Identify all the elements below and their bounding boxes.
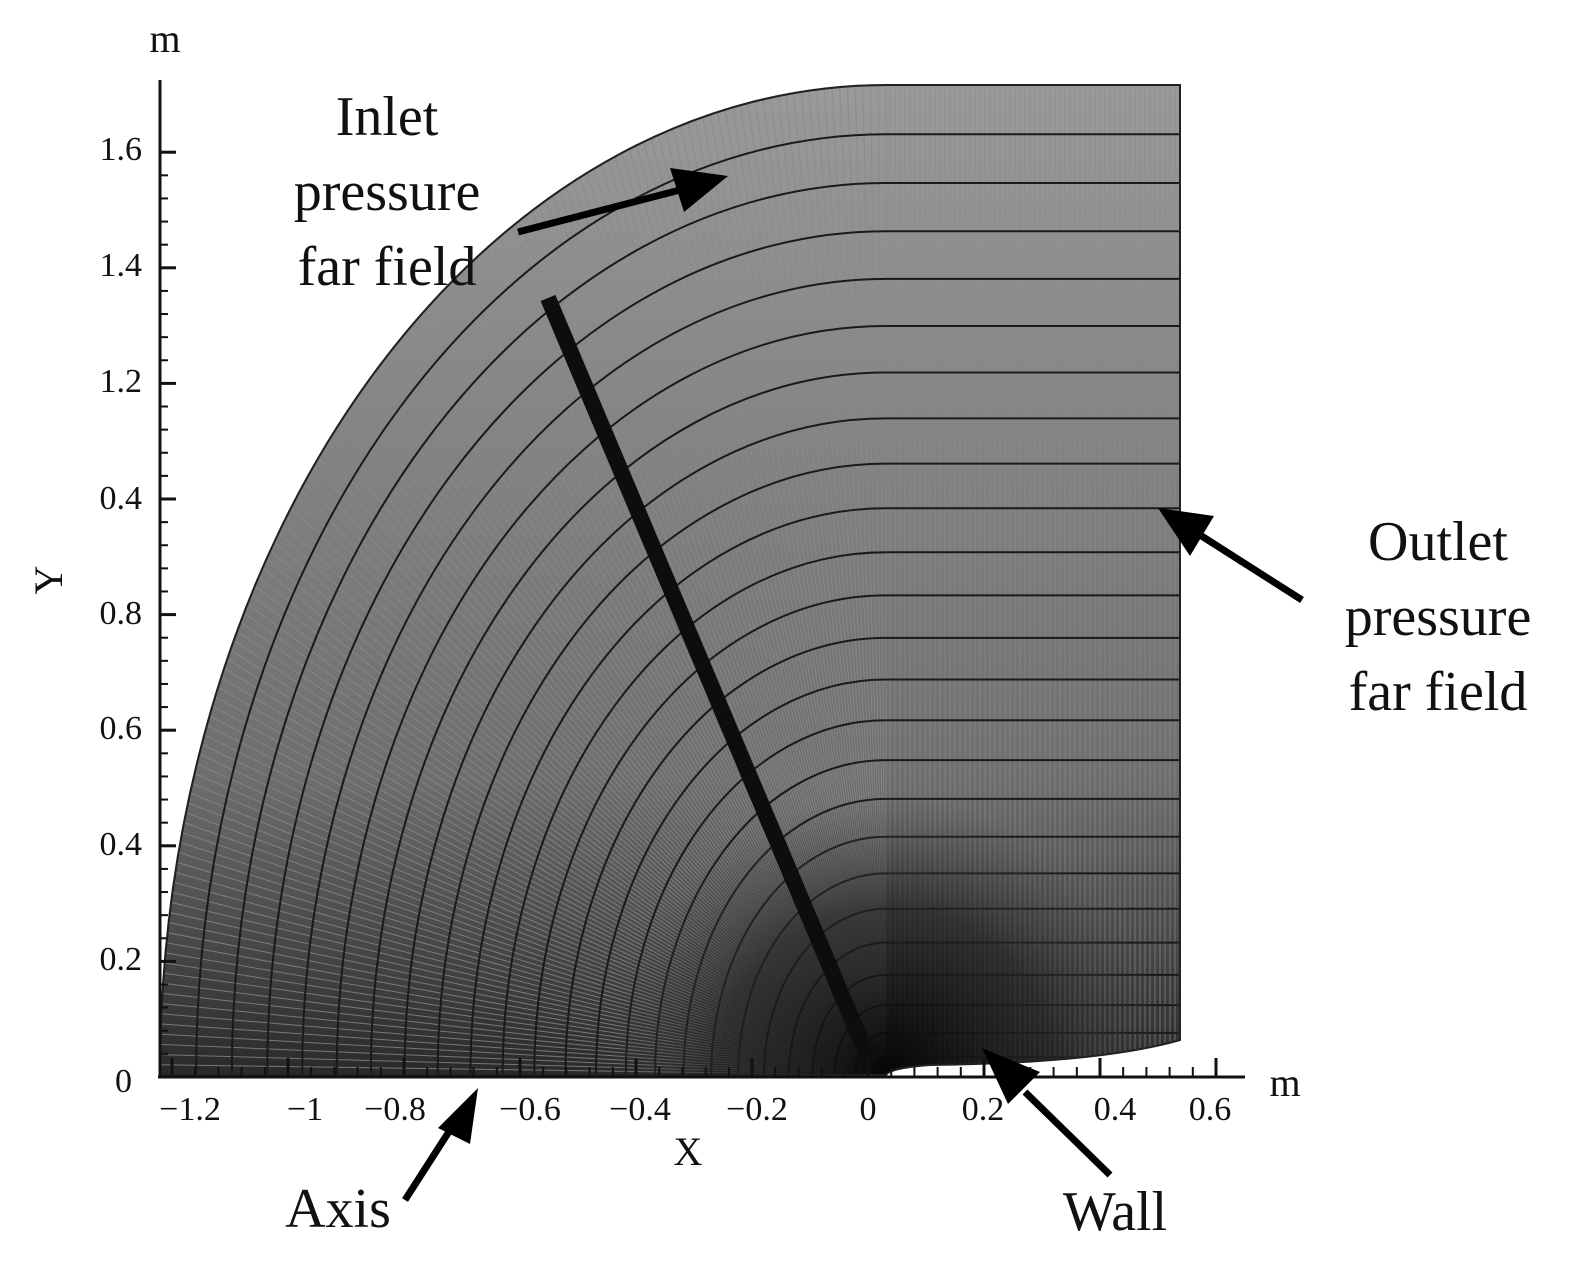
mesh-arc-line	[469, 507, 1180, 1075]
y-axis-title: Y	[26, 566, 71, 595]
y-tick-label: 0.8	[100, 595, 143, 632]
x-tick-label: 0.2	[962, 1091, 1005, 1128]
wall-label: Wall	[1063, 1181, 1167, 1243]
x-tick-label: 0.6	[1189, 1091, 1232, 1128]
y-tick-labels: 0 0.2 0.4 0.6 0.8 0.4 1.2 1.4 1.6	[100, 131, 143, 1100]
axis-arrow-shaft	[402, 1128, 453, 1202]
mesh-arc-line	[436, 462, 1180, 1075]
shock-refinement-band	[540, 294, 878, 1066]
mesh-arc-line	[195, 133, 1180, 1075]
x-tick-label: 0.4	[1094, 1091, 1137, 1128]
outlet-label-line3: far field	[1349, 661, 1528, 723]
computational-mesh	[158, 84, 1181, 1076]
wall-callout: Wall	[982, 1048, 1167, 1243]
y-tick-label: 0.6	[100, 710, 143, 747]
axis-callout: Axis	[285, 1088, 478, 1240]
axis-label: Axis	[285, 1178, 391, 1240]
outlet-callout: Outlet pressure far field	[1158, 508, 1531, 723]
wall-arrowhead	[982, 1048, 1040, 1104]
inlet-arrowhead	[670, 168, 728, 212]
inlet-label-line1: Inlet	[336, 86, 439, 148]
x-tick-label: −1.2	[159, 1091, 221, 1128]
outlet-arrowhead	[1158, 508, 1214, 556]
y-tick-label: 0	[115, 1063, 132, 1100]
outlet-arrow-shaft	[1198, 532, 1304, 603]
mesh-arc-line	[230, 181, 1180, 1075]
y-unit-label: m	[149, 16, 180, 61]
mesh-arc-line	[501, 551, 1180, 1075]
x-tick-label: −1	[287, 1091, 323, 1128]
outlet-label-line2: pressure	[1345, 586, 1532, 648]
inlet-label-line3: far field	[298, 236, 477, 298]
mesh-arc-line	[301, 277, 1180, 1075]
y-tick-label: 1.4	[100, 247, 143, 284]
mesh-arc-line	[335, 324, 1180, 1075]
x-axis-title: X	[674, 1129, 703, 1174]
mesh-arc-line	[403, 417, 1180, 1075]
x-tick-label: 0	[860, 1091, 877, 1128]
mesh-arc-line	[564, 636, 1180, 1075]
x-unit-label: m	[1269, 1060, 1300, 1105]
y-tick-label: 0.4	[100, 480, 143, 517]
wall-arrow-shaft	[1022, 1089, 1113, 1178]
mesh-arc-line	[266, 230, 1180, 1075]
axis-arrowhead	[438, 1088, 478, 1144]
x-tick-label: −0.2	[726, 1091, 788, 1128]
inlet-callout: Inlet pressure far field	[294, 86, 728, 298]
mesh-arc-line	[533, 594, 1180, 1075]
mesh-arc-line	[369, 371, 1180, 1075]
x-tick-label: −0.4	[609, 1091, 671, 1128]
y-tick-label: 1.6	[100, 131, 143, 168]
x-tick-labels: −1.2 −1 −0.8 −0.6 −0.4 −0.2 0 0.2 0.4 0.…	[159, 1091, 1231, 1128]
y-tick-label: 1.2	[100, 363, 143, 400]
mesh-core-shading	[600, 780, 1180, 1075]
x-tick-label: −0.8	[364, 1091, 426, 1128]
inlet-arrow-shaft	[517, 186, 681, 236]
y-tick-label: 0.4	[100, 826, 143, 863]
inlet-label-line2: pressure	[294, 161, 481, 223]
axes	[158, 80, 1245, 1079]
y-tick-label: 0.2	[100, 941, 143, 978]
x-tick-label: −0.6	[499, 1091, 561, 1128]
outlet-label-line1: Outlet	[1368, 511, 1508, 573]
